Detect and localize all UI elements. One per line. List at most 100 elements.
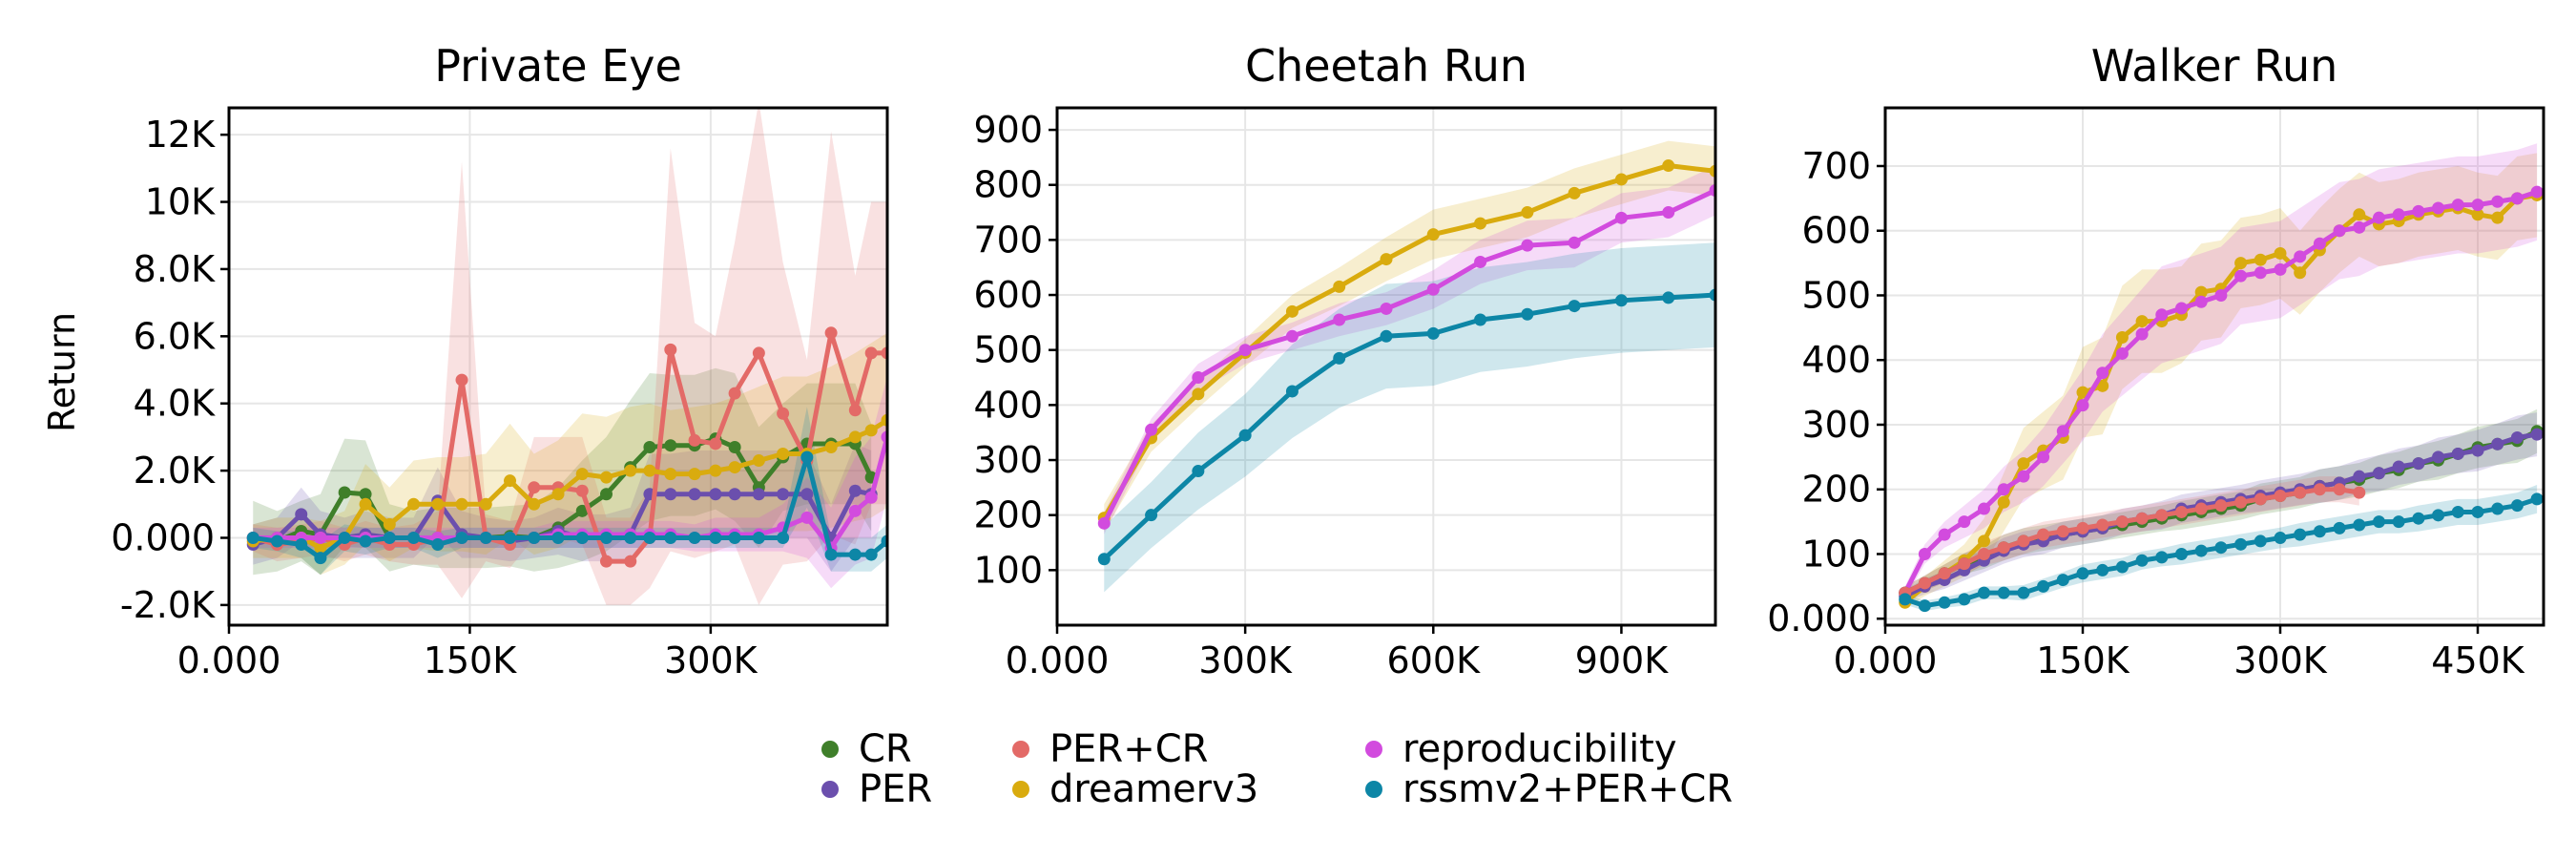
legend-item-per-cr: PER+CR	[1012, 727, 1208, 771]
data-point-rssmv2-per-cr	[2530, 492, 2544, 506]
y-tick-label: 6.0K	[134, 315, 216, 357]
y-tick-label: 300	[973, 439, 1043, 481]
data-point-dreamerv3	[1474, 217, 1487, 230]
data-point-per	[2412, 457, 2425, 471]
data-point-per	[688, 488, 701, 501]
data-point-dreamerv3	[1426, 228, 1440, 241]
data-point-per	[2451, 447, 2464, 460]
data-point-rssmv2-per-cr	[824, 548, 838, 561]
y-tick-label: 700	[1801, 145, 1871, 187]
data-point-per-cr	[2037, 528, 2050, 541]
data-point-rssmv2-per-cr	[777, 531, 790, 544]
data-point-dreamerv3	[1709, 164, 1715, 178]
data-point-dreamerv3	[624, 464, 637, 477]
data-point-per	[752, 488, 765, 501]
data-point-rssmv2-per-cr	[599, 531, 613, 544]
data-point-reproducibility	[2313, 237, 2326, 250]
data-point-per-cr	[2056, 525, 2069, 538]
legend-label: dreamerv3	[1049, 767, 1258, 811]
x-tick-label: 150K	[424, 639, 518, 681]
data-point-rssmv2-per-cr	[2392, 515, 2405, 529]
data-point-reproducibility	[1614, 211, 1628, 224]
data-point-per-cr	[1938, 567, 1951, 580]
data-point-per-cr	[2313, 483, 2326, 496]
data-point-reproducibility	[2155, 308, 2169, 322]
data-point-rssmv2-per-cr	[2432, 509, 2445, 522]
y-tick-label: 12K	[145, 114, 216, 156]
data-point-rssmv2-per-cr	[624, 531, 637, 544]
data-point-dreamerv3	[314, 541, 327, 555]
legend-item-rssmv2-per-cr: rssmv2+PER+CR	[1365, 767, 1733, 811]
data-point-reproducibility	[2392, 208, 2405, 221]
band-dreamerv3	[253, 332, 887, 576]
y-axis-label: Return	[41, 312, 83, 432]
data-point-dreamerv3	[2135, 315, 2149, 328]
series-rssmv2-per-cr	[1899, 492, 2544, 613]
data-point-per-cr	[2096, 518, 2109, 532]
data-point-per-cr	[624, 555, 637, 568]
panel-title: Walker Run	[2091, 40, 2338, 92]
data-point-per-cr	[709, 437, 722, 450]
data-point-rssmv2-per-cr	[709, 531, 722, 544]
panel-title: Cheetah Run	[1245, 40, 1527, 92]
data-point-dreamerv3	[2471, 208, 2484, 221]
data-point-rssmv2-per-cr	[1238, 429, 1252, 442]
data-point-rssmv2-per-cr	[1145, 509, 1158, 522]
data-point-per-cr	[2353, 486, 2366, 499]
data-point-reproducibility	[2096, 367, 2109, 380]
data-point-rssmv2-per-cr	[1380, 329, 1393, 343]
panel-walker-run: Walker Run 0.000 150K 300K 450K 0.000 100 200 3…	[1767, 40, 2545, 681]
data-point-per-cr	[664, 343, 677, 356]
data-point-per	[2432, 450, 2445, 464]
x-tick-label: 0.000	[1006, 639, 1110, 681]
axes: 0.000 150K 300K 450K 0.000 100 200 300 400 500 600…	[1767, 145, 2525, 681]
data-point-dreamerv3	[2115, 331, 2129, 345]
data-point-per-cr	[752, 346, 765, 360]
band-dreamerv3	[1104, 140, 1715, 532]
data-point-rssmv2-per-cr	[752, 531, 765, 544]
data-point-per	[2530, 428, 2544, 441]
y-tick-label: 700	[973, 219, 1043, 261]
data-point-per-cr	[528, 481, 541, 494]
data-point-rssmv2-per-cr	[2135, 554, 2149, 567]
data-point-per-cr	[2333, 483, 2346, 496]
panel-cheetah-run: Cheetah Run 0.000 300K 600K 900K 100 200 300 40…	[973, 40, 1717, 681]
data-point-rssmv2-per-cr	[643, 531, 656, 544]
y-tick-label: 2.0K	[134, 450, 216, 492]
data-point-dreamerv3	[2194, 285, 2208, 299]
data-point-dreamerv3	[1662, 159, 1675, 173]
data-point-cr	[664, 439, 677, 452]
panel-private-eye: Private Eye 0.000 150K 300K -2.0K 0.000 2.0K 4…	[111, 40, 889, 681]
data-point-dreamerv3	[575, 468, 589, 481]
data-point-per	[800, 488, 814, 501]
data-point-reproducibility	[2037, 450, 2050, 464]
data-point-reproducibility	[1333, 313, 1346, 326]
data-point-rssmv2-per-cr	[528, 531, 541, 544]
y-tick-label: -2.0K	[120, 584, 216, 626]
data-point-per-cr	[599, 555, 613, 568]
x-tick-label: 300K	[664, 639, 758, 681]
data-point-dreamerv3	[752, 454, 765, 468]
x-tick-label: 300K	[1198, 639, 1293, 681]
data-point-per-cr	[2194, 502, 2208, 515]
y-tick-label: 200	[1801, 469, 1871, 511]
data-point-rssmv2-per-cr	[2037, 579, 2050, 593]
y-tick-label: 0.000	[1767, 597, 1871, 639]
data-point-reproducibility	[864, 491, 878, 504]
data-point-rssmv2-per-cr	[1192, 465, 1205, 478]
data-point-per	[777, 488, 790, 501]
data-point-per-cr	[777, 407, 790, 420]
data-point-reproducibility	[2214, 288, 2228, 302]
data-point-rssmv2-per-cr	[800, 450, 814, 464]
data-point-dreamerv3	[2491, 211, 2504, 224]
data-point-reproducibility	[1978, 502, 1990, 515]
x-tick-label: 150K	[2036, 639, 2130, 681]
data-point-dreamerv3	[709, 464, 722, 477]
data-point-dreamerv3	[1333, 280, 1346, 293]
data-point-reproducibility	[2056, 425, 2069, 438]
data-point-rssmv2-per-cr	[2155, 551, 2169, 564]
data-point-reproducibility	[1918, 547, 1931, 560]
data-point-dreamerv3	[383, 517, 396, 531]
x-tick-label: 0.000	[1834, 639, 1938, 681]
